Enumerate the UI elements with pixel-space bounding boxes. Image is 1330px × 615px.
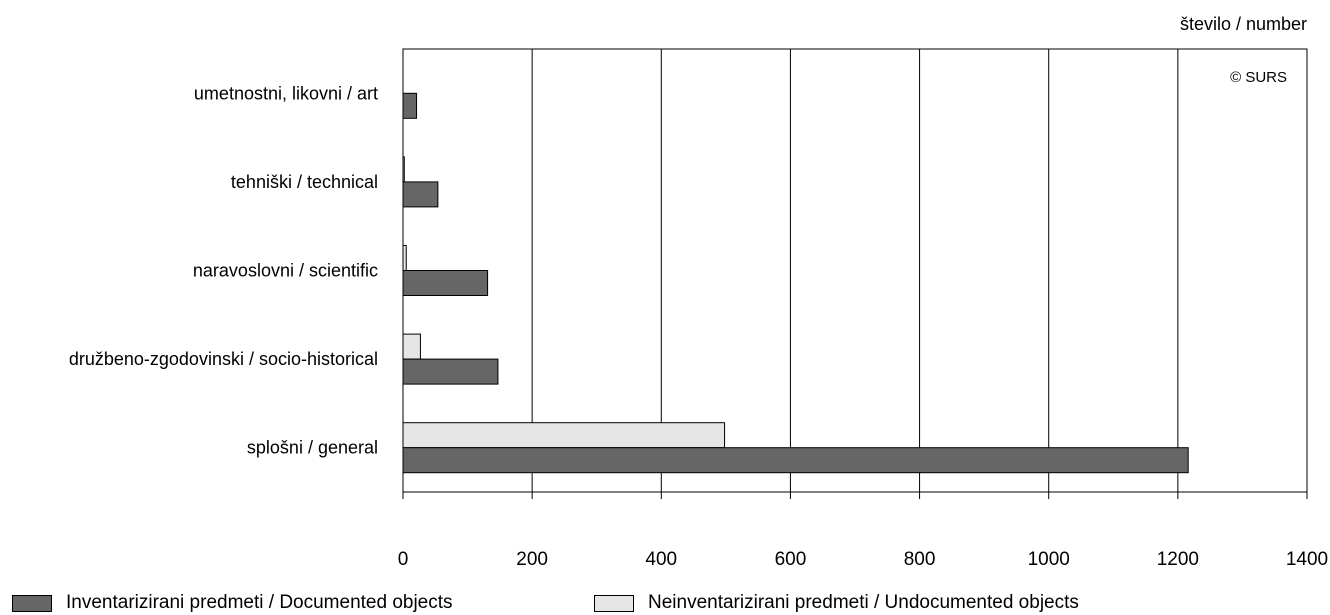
category-label: družbeno-zgodovinski / socio-historical [69, 349, 378, 369]
bar-undocumented [402, 422, 726, 449]
category-labels: umetnostni, likovni / art tehniški / tech… [69, 83, 378, 457]
category-label: tehniški / technical [231, 172, 378, 192]
x-tick-label: 600 [775, 549, 807, 570]
x-tick-label: 1000 [1028, 549, 1070, 570]
x-tick-labels: 0 200 400 600 800 1000 1200 1400 [398, 549, 1328, 570]
bar-undocumented [402, 245, 407, 271]
legend-label-documented: Inventarizirani predmeti / Documented ob… [66, 592, 453, 613]
legend-label-undocumented: Neinventarizirani predmeti / Undocumente… [648, 592, 1079, 613]
category-label: umetnostni, likovni / art [194, 83, 378, 103]
legend-item-undocumented: Neinventarizirani predmeti / Undocumente… [594, 592, 1079, 614]
unit-label: število / number [1180, 14, 1307, 34]
copyright-label: © SURS [1230, 69, 1287, 86]
x-tick-label: 1400 [1286, 549, 1328, 570]
x-tick-label: 800 [904, 549, 936, 570]
bar-documented [402, 181, 439, 208]
bars-group [402, 92, 1189, 474]
plot-area [402, 48, 1308, 493]
legend-swatch-documented [12, 594, 52, 612]
x-tick-label: 200 [516, 549, 548, 570]
category-label: splošni / general [247, 438, 378, 458]
bar-undocumented [402, 156, 405, 183]
gridlines [402, 49, 1308, 499]
legend-item-documented: Inventarizirani predmeti / Documented ob… [12, 592, 453, 614]
x-tick-label: 0 [398, 549, 409, 570]
legend-swatch-undocumented [594, 594, 634, 612]
x-tick-label: 400 [645, 549, 677, 570]
bar-documented [402, 358, 499, 385]
bar-undocumented [402, 333, 421, 360]
x-tick-label: 1200 [1157, 549, 1199, 570]
bar-documented [402, 270, 489, 296]
category-label: naravoslovni / scientific [193, 261, 378, 281]
bar-documented [402, 447, 1189, 474]
bar-documented [402, 92, 418, 119]
